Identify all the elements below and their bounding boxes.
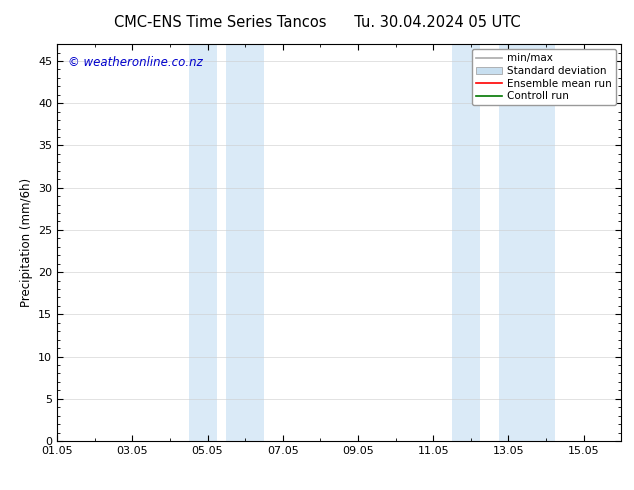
Bar bbox=[452, 44, 481, 441]
Bar bbox=[499, 44, 555, 441]
Y-axis label: Precipitation (mm/6h): Precipitation (mm/6h) bbox=[20, 178, 32, 307]
Text: © weatheronline.co.nz: © weatheronline.co.nz bbox=[68, 56, 203, 69]
Bar bbox=[226, 44, 264, 441]
Text: CMC-ENS Time Series Tancos      Tu. 30.04.2024 05 UTC: CMC-ENS Time Series Tancos Tu. 30.04.202… bbox=[113, 15, 521, 30]
Legend: min/max, Standard deviation, Ensemble mean run, Controll run: min/max, Standard deviation, Ensemble me… bbox=[472, 49, 616, 105]
Bar bbox=[189, 44, 217, 441]
